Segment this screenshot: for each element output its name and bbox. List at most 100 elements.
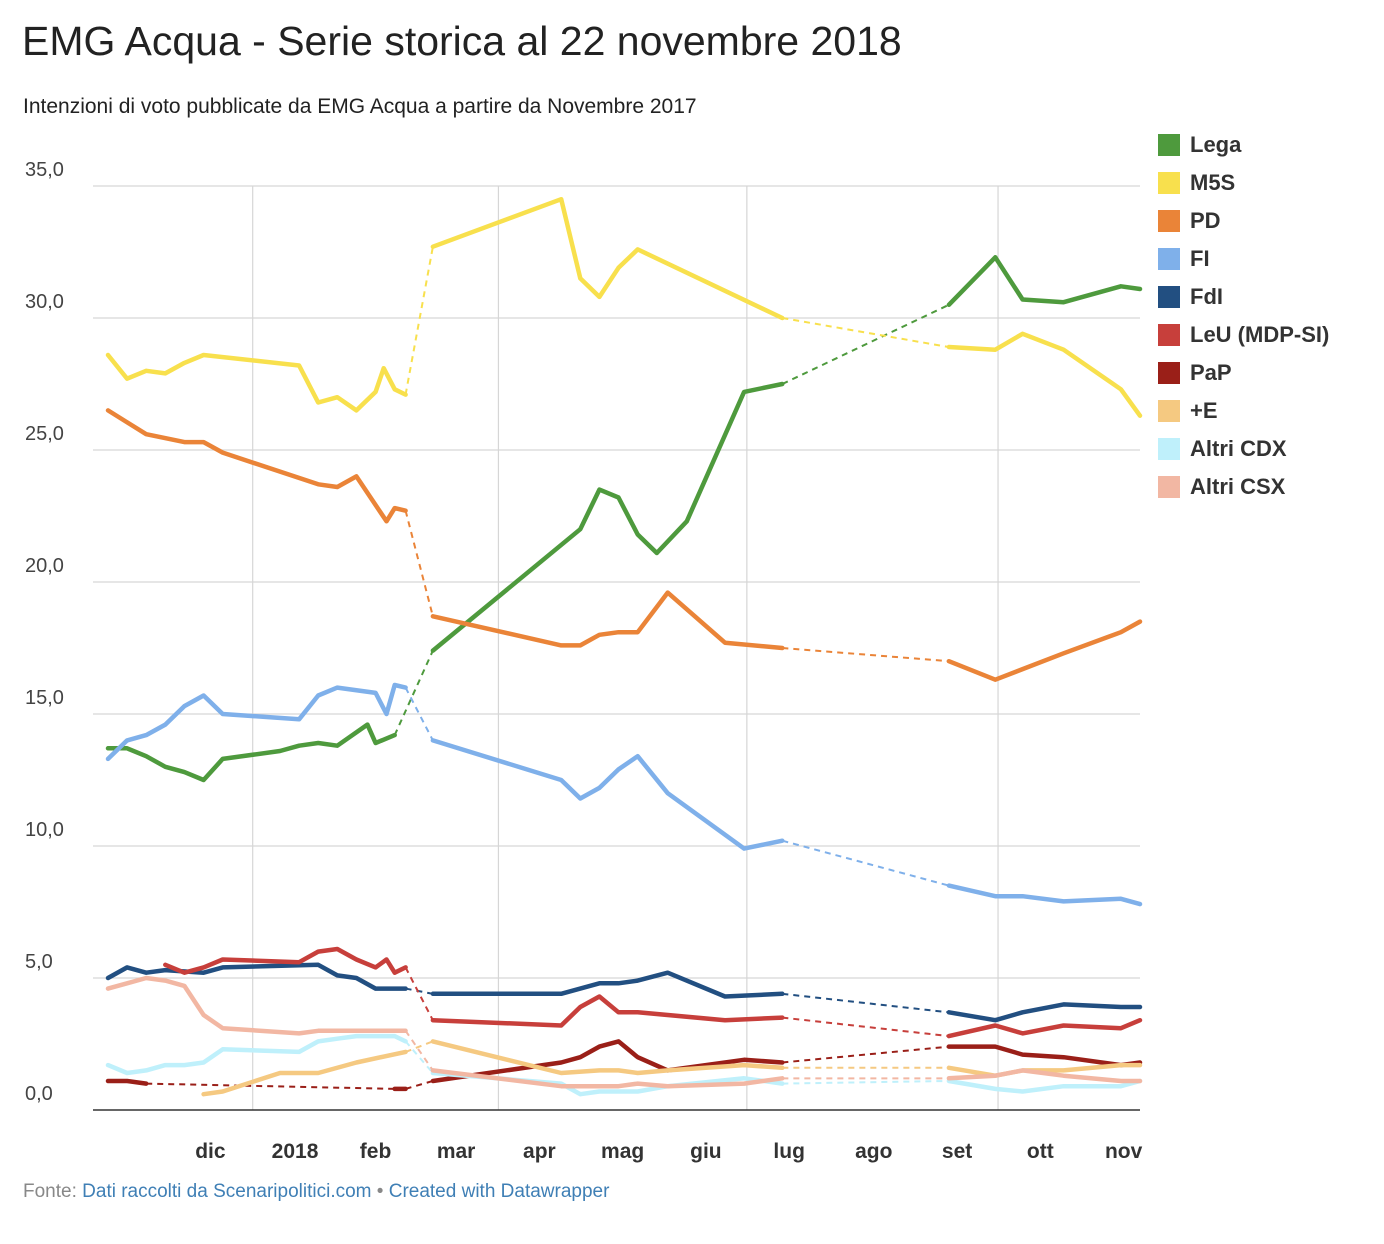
footer-separator: • xyxy=(371,1181,389,1202)
grid-layer xyxy=(93,185,1140,1110)
series-gap-connector xyxy=(782,992,949,1014)
x-tick-label: nov xyxy=(1105,1140,1143,1163)
series-line xyxy=(430,381,785,653)
legend-label: FdI xyxy=(1190,284,1223,309)
legend-item: Lega xyxy=(1158,126,1329,164)
legend-swatch xyxy=(1158,172,1180,194)
legend-item: PaP xyxy=(1158,354,1329,392)
series-line xyxy=(946,1044,1143,1068)
axis-layer: 0,0 5,0 10,0 15,0 20,0 25,0 30,0 35,0 dic 2018 feb… xyxy=(25,159,1143,1163)
series-fdi xyxy=(105,962,1143,1023)
series-line xyxy=(430,590,785,651)
series-gap-connector xyxy=(782,839,950,887)
x-tick-label: dic xyxy=(195,1140,226,1163)
y-tick-label: 5,0 xyxy=(25,951,53,973)
series-gap-connector xyxy=(782,1079,949,1085)
series-line xyxy=(163,946,408,975)
y-tick-label: 20,0 xyxy=(25,555,64,577)
series-line xyxy=(430,970,785,999)
y-tick-label: 25,0 xyxy=(25,423,64,445)
series-gap-connector xyxy=(405,1040,434,1053)
legend-swatch xyxy=(1158,400,1180,422)
series-line xyxy=(430,1068,785,1089)
x-tick-label: mar xyxy=(437,1140,476,1163)
legend-item: Altri CSX xyxy=(1158,468,1329,506)
series-gap-connector xyxy=(781,303,950,385)
series-line xyxy=(430,994,785,1028)
series-gap-connector xyxy=(782,1016,949,1038)
series-gap-connector xyxy=(782,317,950,349)
legend-swatch xyxy=(1158,286,1180,308)
legend-item: PD xyxy=(1158,202,1329,240)
legend-item: +E xyxy=(1158,392,1329,430)
legend-label: PaP xyxy=(1190,360,1232,385)
series-fi xyxy=(105,682,1143,907)
legend-label: Altri CSX xyxy=(1190,474,1286,499)
series-line xyxy=(105,962,408,991)
y-tick-label: 10,0 xyxy=(25,819,64,841)
datawrapper-link[interactable]: Created with Datawrapper xyxy=(388,1181,610,1202)
series-gap-connector xyxy=(404,1030,434,1071)
series-line xyxy=(105,352,408,413)
x-tick-label: apr xyxy=(523,1140,556,1163)
legend-label: Lega xyxy=(1190,132,1242,157)
x-tick-label: 2018 xyxy=(272,1140,319,1163)
series-line xyxy=(105,975,408,1036)
series-line xyxy=(946,1068,1143,1084)
legend-item: LeU (MDP-SI) xyxy=(1158,316,1329,354)
series-gap-connector xyxy=(405,1079,434,1090)
y-tick-label: 35,0 xyxy=(25,159,64,181)
series-line xyxy=(430,738,785,851)
source-link[interactable]: Dati raccolti da Scenaripolitici.com xyxy=(82,1181,372,1202)
series-line xyxy=(105,1078,149,1086)
series-lega xyxy=(105,255,1143,783)
series-gap-connector xyxy=(405,987,434,995)
series-line xyxy=(946,1017,1143,1039)
series-line xyxy=(946,331,1143,418)
y-tick-label: 30,0 xyxy=(25,291,64,313)
series-line xyxy=(946,619,1143,682)
x-tick-label: feb xyxy=(360,1140,392,1163)
series-line xyxy=(105,1033,408,1076)
x-tick-label: mag xyxy=(601,1140,644,1163)
series-gap-connector xyxy=(404,687,434,741)
series-gap-connector xyxy=(146,1082,395,1090)
series-line xyxy=(430,1039,785,1084)
chart-legend: Lega M5S PD FI FdI LeU (MDP-SI) PaP +E Altri CDX… xyxy=(1158,126,1329,506)
legend-label: FI xyxy=(1190,246,1210,271)
series-line xyxy=(105,682,408,762)
x-tick-label: giu xyxy=(690,1140,722,1163)
legend-label: Altri CDX xyxy=(1190,436,1287,461)
series-line xyxy=(201,1049,408,1097)
y-tick-label: 0,0 xyxy=(25,1083,53,1105)
chart-subtitle: Intenzioni di voto pubblicate da EMG Acq… xyxy=(23,95,697,118)
series-gap-connector xyxy=(404,246,434,395)
legend-item: FI xyxy=(1158,240,1329,278)
legend-item: FdI xyxy=(1158,278,1329,316)
series-line xyxy=(946,1002,1143,1023)
legend-swatch xyxy=(1158,134,1180,156)
series-line xyxy=(946,255,1143,308)
legend-label: PD xyxy=(1190,208,1221,233)
legend-swatch xyxy=(1158,476,1180,498)
series-pd xyxy=(105,408,1143,682)
footer-prefix: Fonte: xyxy=(23,1181,83,1202)
series-gap-connector xyxy=(404,510,434,617)
series-gap-connector xyxy=(393,650,434,736)
legend-label: LeU (MDP-SI) xyxy=(1190,322,1330,347)
chart-footer: Fonte: Dati raccolti da Scenaripolitici.… xyxy=(23,1181,609,1203)
x-tick-label: set xyxy=(942,1140,972,1163)
x-tick-label: ott xyxy=(1027,1140,1054,1163)
legend-swatch xyxy=(1158,248,1180,270)
legend-swatch xyxy=(1158,324,1180,346)
legend-item: Altri CDX xyxy=(1158,430,1329,468)
series-altri-csx xyxy=(105,975,1143,1089)
series-line xyxy=(105,722,397,783)
y-tick-label: 15,0 xyxy=(25,687,64,709)
series-line xyxy=(946,1078,1143,1094)
legend-label: +E xyxy=(1190,398,1218,423)
legend-label: M5S xyxy=(1190,170,1236,195)
x-tick-label: lug xyxy=(773,1140,805,1163)
series-line xyxy=(105,408,408,524)
